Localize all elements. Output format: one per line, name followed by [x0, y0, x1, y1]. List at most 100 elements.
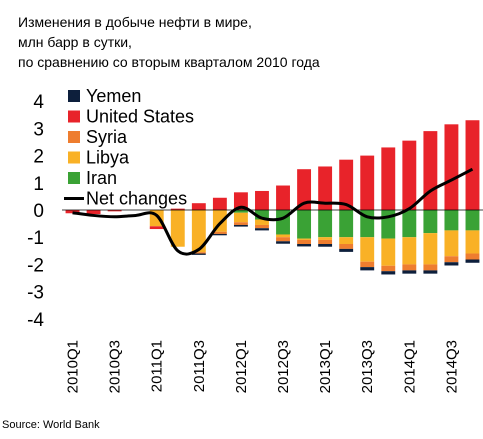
- legend-label-united-states: United States: [86, 107, 194, 127]
- bar-yemen-2012Q3: [276, 241, 290, 244]
- bar-united-states-2013Q1: [318, 166, 333, 210]
- bar-syria-2013Q2: [339, 244, 354, 249]
- bar-iran-2012Q4: [297, 210, 312, 239]
- bar-united-states-2013Q3: [360, 155, 375, 210]
- net-changes-line: [72, 167, 474, 256]
- bar-libya-2011Q3: [191, 210, 206, 253]
- bar-yemen-2013Q4: [381, 271, 396, 275]
- y-tick-label: -4: [27, 310, 44, 331]
- bar-syria-2013Q1: [318, 239, 333, 244]
- bar-iran-2014Q4: [465, 210, 480, 231]
- bar-united-states-2010Q1: [65, 210, 80, 214]
- bar-libya-2014Q4: [465, 230, 480, 254]
- bar-syria-2014Q3: [444, 256, 459, 263]
- legend-label-iran: Iran: [86, 168, 117, 188]
- bar-iran-2013Q2: [339, 210, 354, 238]
- bar-libya-2012Q1: [233, 212, 248, 223]
- bar-united-states-2013Q2: [339, 159, 354, 210]
- bar-iran-2014Q3: [444, 210, 459, 231]
- y-tick-label: -3: [27, 283, 44, 304]
- bar-yemen-2013Q2: [339, 248, 354, 252]
- bar-yemen-2014Q2: [423, 270, 438, 274]
- bar-united-states-2011Q4: [212, 197, 227, 210]
- y-tick-label: -1: [27, 228, 44, 249]
- bar-syria-2012Q2: [255, 224, 269, 229]
- x-tick-label: 2012Q1: [233, 340, 250, 393]
- bar-united-states-2012Q3: [276, 185, 290, 210]
- legend-label-syria: Syria: [86, 127, 128, 147]
- bar-libya-2012Q2: [255, 219, 269, 225]
- x-tick-label: 2011Q1: [149, 340, 166, 392]
- bar-yemen-2012Q2: [255, 228, 269, 231]
- legend-swatch-syria: [68, 131, 80, 143]
- bar-yemen-2013Q1: [318, 244, 333, 247]
- bar-yemen-2011Q3: [191, 253, 206, 255]
- title-line-3: по сравнению со вторым кварталом 2010 го…: [18, 54, 320, 70]
- x-tick-label: 2013Q3: [359, 340, 376, 393]
- bar-syria-2011Q4: [212, 231, 227, 234]
- legend-swatch-libya: [68, 151, 80, 164]
- bar-syria-2011Q3: [191, 252, 206, 254]
- bar-iran-2012Q2: [255, 210, 269, 220]
- bar-united-states-2014Q2: [423, 131, 438, 210]
- bar-syria-2014Q1: [402, 264, 417, 271]
- bar-libya-2011Q2: [170, 210, 185, 247]
- bar-iran-2013Q1: [318, 210, 333, 238]
- bar-libya-2014Q2: [423, 233, 438, 265]
- x-tick-label: 2014Q3: [443, 340, 460, 393]
- legend-label-libya: Libya: [86, 148, 130, 168]
- bar-syria-2013Q3: [360, 261, 375, 268]
- y-tick-label: 1: [33, 174, 44, 195]
- bar-united-states-2011Q3: [191, 203, 206, 210]
- title-line-2: млн барр в сутки,: [18, 34, 132, 50]
- bar-united-states-2014Q4: [465, 120, 480, 210]
- y-axis: 4 3 2 1 0 -1 -2 -3 -4: [27, 92, 44, 331]
- bar-yemen-2014Q4: [465, 259, 480, 263]
- bar-united-states-2012Q1: [233, 192, 248, 210]
- bar-iran-2012Q1: [233, 210, 248, 213]
- bar-yemen-2014Q1: [402, 270, 417, 274]
- bar-iran-2014Q2: [423, 210, 438, 234]
- bar-syria-2013Q4: [381, 265, 396, 272]
- legend-swatch-united-states: [68, 110, 80, 123]
- bar-libya-2014Q3: [444, 230, 459, 257]
- bar-united-states-2012Q4: [297, 169, 312, 210]
- bar-libya-2013Q2: [339, 237, 354, 244]
- bar-iran-2014Q1: [402, 210, 417, 238]
- bar-syria-2012Q1: [233, 222, 248, 225]
- bar-syria-2014Q2: [423, 264, 438, 271]
- title-line-1: Изменения в добыче нефти в мире,: [18, 14, 252, 30]
- source-note: Source: World Bank: [2, 419, 100, 431]
- legend-label-yemen: Yemen: [86, 86, 141, 106]
- bar-libya-2014Q1: [402, 237, 417, 265]
- bar-yemen-2014Q3: [444, 262, 459, 266]
- x-tick-label: 2013Q1: [317, 340, 334, 393]
- bar-united-states-2011Q2: [170, 208, 185, 210]
- bar-united-states-2010Q2: [86, 210, 101, 215]
- bar-united-states-2013Q4: [381, 147, 396, 210]
- x-tick-label: 2012Q3: [275, 340, 292, 393]
- legend-label-net-changes: Net changes: [86, 189, 187, 209]
- bar-united-states-2014Q3: [444, 124, 459, 210]
- x-axis: 2010Q1 2010Q3 2011Q1 2011Q3 2012Q1 2012Q3 2013…: [65, 340, 461, 393]
- legend-swatch-iran: [68, 172, 80, 184]
- bar-libya-2013Q3: [360, 237, 375, 262]
- y-tick-label: 4: [33, 92, 44, 113]
- x-tick-label: 2014Q1: [401, 340, 418, 393]
- x-tick-label: 2010Q3: [107, 340, 124, 393]
- bar-libya-2013Q1: [318, 237, 333, 240]
- y-tick-label: 0: [33, 201, 44, 222]
- y-tick-label: -2: [27, 255, 44, 276]
- y-tick-label: 3: [33, 119, 44, 140]
- x-tick-label: 2011Q3: [191, 340, 208, 392]
- bar-yemen-2012Q4: [297, 244, 312, 247]
- bar-libya-2012Q3: [276, 234, 290, 238]
- bar-syria-2014Q4: [465, 253, 480, 260]
- chart-title: Изменения в добыче нефти в мире, млн бар…: [18, 12, 320, 72]
- bar-yemen-2013Q3: [360, 267, 375, 271]
- bar-syria-2012Q4: [297, 239, 312, 244]
- bar-yemen-2012Q1: [233, 224, 248, 227]
- bar-libya-2013Q4: [381, 238, 396, 266]
